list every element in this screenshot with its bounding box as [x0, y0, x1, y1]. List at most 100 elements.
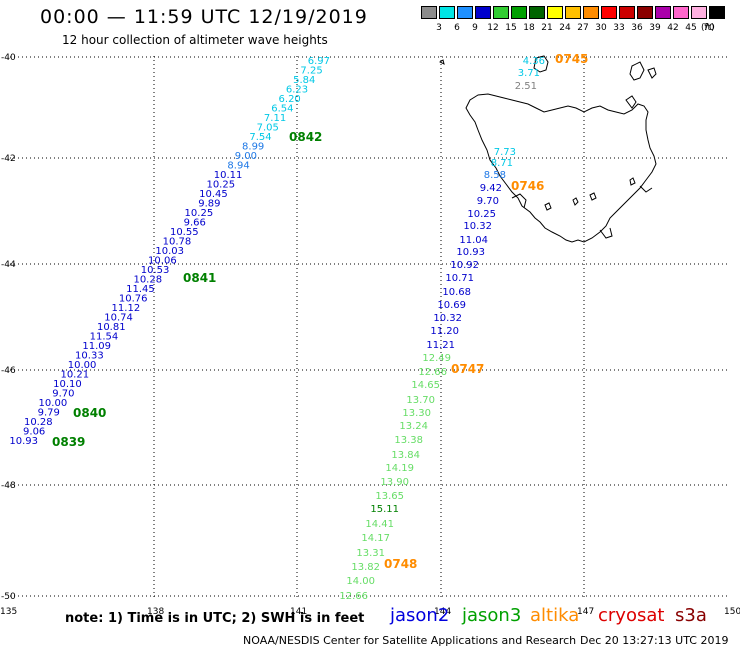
longitude-tick: 144	[434, 607, 451, 617]
swh-value: 8.58	[484, 170, 506, 181]
swh-value: 7.11	[264, 113, 286, 124]
tasmania-east-coast	[639, 185, 653, 193]
longitude-tick: 141	[290, 607, 307, 617]
satellite-name: jason2	[390, 605, 450, 626]
pass-time: 0745	[555, 52, 588, 66]
island-outline	[629, 61, 645, 81]
swh-value: 7.54	[249, 132, 271, 143]
legend-swatch	[655, 6, 671, 19]
legend-swatch	[601, 6, 617, 19]
swh-value: 10.10	[53, 379, 82, 390]
legend-label: 6	[454, 23, 460, 33]
swh-value: 10.03	[155, 246, 184, 257]
swh-value: 10.32	[433, 313, 462, 324]
legend-swatch	[547, 6, 563, 19]
swh-value: 11.20	[430, 326, 459, 337]
satellite-name: altika	[530, 605, 580, 626]
swh-value: 14.00	[346, 576, 375, 587]
island-outline	[589, 192, 597, 201]
legend-label: 70	[703, 23, 715, 33]
swh-value: 7.25	[300, 66, 322, 77]
swh-value: 11.12	[112, 303, 141, 314]
island-outline	[544, 202, 552, 211]
swh-value: 13.31	[356, 548, 385, 559]
swh-value: 9.70	[52, 389, 74, 400]
swh-value: 9.70	[477, 196, 499, 207]
swh-value: 13.82	[351, 562, 380, 573]
longitude-tick: 135	[0, 607, 17, 617]
legend-label: 27	[577, 23, 589, 33]
track-east-labels: 4.363.712.517.738.718.589.429.7010.2510.…	[339, 52, 588, 602]
swh-value: 12.66	[418, 367, 447, 378]
swh-value: 9.89	[198, 199, 220, 210]
footer-note: note: 1) Time is in UTC; 2) SWH is in fe…	[65, 611, 365, 626]
legend-label: 39	[649, 23, 661, 33]
swh-value: 5.84	[293, 75, 315, 86]
longitude-tick: 150	[724, 607, 740, 617]
longitude-tick: 138	[147, 607, 164, 617]
swh-value: 10.45	[199, 189, 228, 200]
swh-value: 4.36	[523, 56, 545, 67]
credit-line: NOAA/NESDIS Center for Satellite Applica…	[243, 634, 577, 647]
tasmania-inlet	[511, 193, 527, 209]
swh-value: 10.33	[75, 351, 104, 362]
pass-time: 0840	[73, 406, 106, 420]
swh-value: 13.90	[380, 477, 409, 488]
swh-value: 10.55	[170, 227, 199, 238]
swh-value: 10.71	[445, 273, 474, 284]
tasmania-coastline	[439, 55, 657, 243]
swh-value: 14.17	[361, 533, 390, 544]
tasmania-southeast-coast	[599, 227, 613, 239]
swh-value: 11.21	[426, 340, 455, 351]
legend-swatch	[691, 6, 707, 19]
legend-label: 24	[559, 23, 571, 33]
satellite-name: cryosat	[598, 605, 665, 626]
swh-value: 10.00	[39, 398, 68, 409]
swh-value: 9.06	[23, 427, 45, 438]
legend-swatch	[529, 6, 545, 19]
pass-time: 0839	[52, 435, 85, 449]
island-outline	[439, 59, 445, 65]
swh-value: 10.28	[24, 417, 53, 428]
swh-value: 13.65	[375, 491, 404, 502]
legend-swatch	[619, 6, 635, 19]
island-outline	[533, 55, 549, 73]
legend-swatch	[709, 6, 725, 19]
axis-labels: 135 138 141 144 147 150 -40 -42 -44 -46 -48 -50	[0, 53, 740, 617]
swh-value: 10.68	[442, 287, 471, 298]
swh-value: 10.06	[148, 256, 177, 267]
swh-value: 10.53	[141, 265, 170, 276]
swh-value: 11.45	[126, 284, 155, 295]
legend-swatch	[493, 6, 509, 19]
swh-value: 10.76	[119, 294, 148, 305]
map-subtitle: 12 hour collection of altimeter wave hei…	[62, 33, 328, 47]
island-outline	[625, 95, 637, 109]
swh-value: 11.04	[459, 235, 488, 246]
swh-value: 6.20	[279, 94, 301, 105]
generated-timestamp: Dec 20 13:27:13 UTC 2019	[580, 634, 729, 647]
longitude-tick: 147	[577, 607, 594, 617]
swh-value: 10.25	[467, 209, 496, 220]
swh-value: 6.23	[286, 85, 308, 96]
swh-value: 13.30	[402, 408, 431, 419]
pass-time: 0841	[183, 271, 216, 285]
swh-value: 13.84	[391, 450, 420, 461]
legend-swatch	[565, 6, 581, 19]
legend-label: 15	[505, 23, 517, 33]
latitude-tick: -48	[1, 481, 16, 491]
swh-value: 6.54	[271, 104, 293, 115]
track-west-labels: 6.977.255.846.236.206.547.117.057.548.99…	[9, 56, 330, 449]
swh-value: 12.66	[339, 591, 368, 602]
legend-label: 36	[631, 23, 643, 33]
pass-time: 0842	[289, 130, 322, 144]
swh-value: 10.74	[104, 313, 133, 324]
island-outline	[647, 67, 657, 79]
swh-value: 10.28	[133, 275, 162, 286]
island-outline	[629, 177, 636, 186]
latitude-tick: -44	[1, 260, 16, 270]
swh-value: 9.79	[38, 408, 60, 419]
swh-value: 10.21	[60, 370, 89, 381]
swh-value: 10.25	[206, 180, 235, 191]
swh-value: 9.66	[184, 218, 206, 229]
